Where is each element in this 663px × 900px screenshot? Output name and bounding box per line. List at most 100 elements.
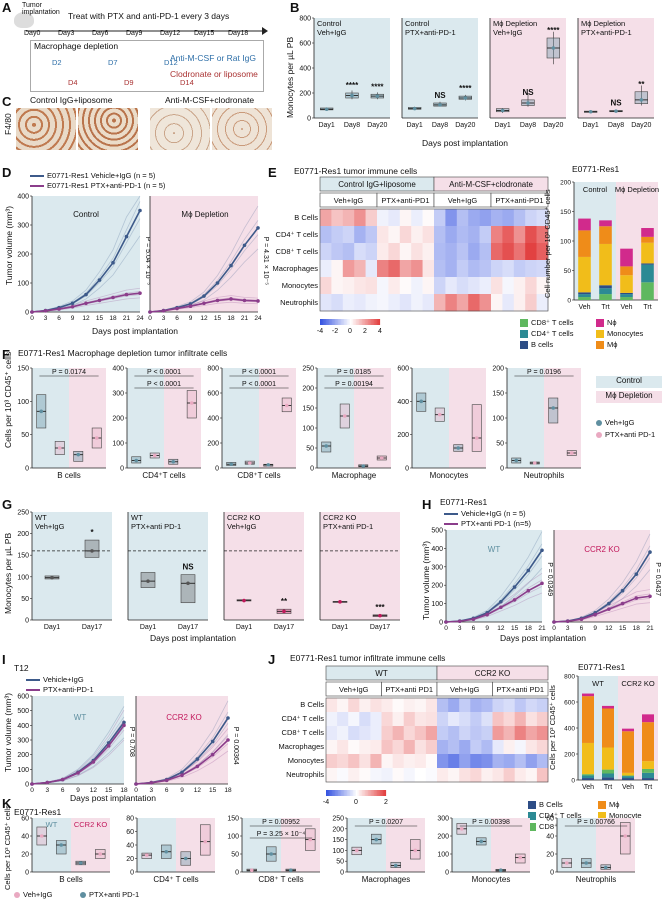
y-tick-label: 50 bbox=[496, 441, 504, 448]
heatmap-cell bbox=[525, 726, 538, 741]
heatmap-cell bbox=[370, 726, 382, 741]
y-tick-label: 300 bbox=[17, 223, 29, 230]
scale-bar-segment bbox=[342, 790, 345, 796]
scale-bar-segment bbox=[374, 790, 376, 796]
heatmap-cell bbox=[403, 740, 416, 755]
subpanel-title: WT bbox=[35, 513, 47, 522]
subgroup-header-label: Veh+IgG bbox=[339, 685, 369, 694]
p-value-label: P = 0.0174 bbox=[52, 369, 86, 376]
scale-bar-segment bbox=[368, 790, 370, 796]
region-background bbox=[354, 368, 391, 468]
heatmap-cell bbox=[502, 294, 515, 312]
data-point bbox=[639, 98, 644, 102]
heatmap-cell bbox=[503, 698, 515, 713]
scale-bar-segment bbox=[321, 319, 324, 325]
timeline-day-label: Day9 bbox=[126, 30, 143, 37]
x-category-label: CD4⁺T cells bbox=[142, 471, 185, 480]
heatmap-cell bbox=[513, 260, 526, 278]
subgroup-header-label: Veh+IgG bbox=[448, 196, 478, 205]
heatmap-row-label: CD4⁺ T cells bbox=[275, 229, 318, 239]
x-category-label: Neutrophils bbox=[524, 471, 564, 480]
timeline-arrow bbox=[26, 27, 268, 35]
stacked-bar-segment bbox=[602, 769, 614, 774]
subpanel-title: WT bbox=[131, 513, 143, 522]
heatmap-border bbox=[319, 208, 549, 312]
y-tick-label: 150 bbox=[17, 553, 29, 560]
group-label: Mϕ Depletion bbox=[615, 185, 659, 194]
y-tick-label: 200 bbox=[17, 531, 29, 538]
timeline-day-label: Day15 bbox=[194, 30, 215, 37]
region-background bbox=[412, 368, 449, 468]
heatmap-cell bbox=[326, 740, 338, 755]
anti-mcsf-day-mark: D12 bbox=[164, 58, 178, 67]
y-tick-label: 0 bbox=[500, 466, 504, 473]
data-point bbox=[247, 461, 252, 465]
x-tick-label: Day8 bbox=[520, 122, 536, 129]
heatmap-cell bbox=[536, 209, 549, 227]
region-background bbox=[544, 368, 581, 468]
x-tick-label: Day20 bbox=[631, 122, 651, 129]
y-tick-label: 0 bbox=[25, 310, 29, 317]
legend-label: CD8⁺ T cells bbox=[531, 318, 574, 327]
heatmap-cell bbox=[388, 277, 401, 295]
subpanel-title: Veh+IgG bbox=[35, 522, 65, 531]
heatmap-cell bbox=[514, 768, 527, 783]
box-iqr bbox=[180, 574, 196, 604]
heatmap-cell bbox=[503, 754, 515, 769]
x-tick-label: 15 bbox=[511, 625, 519, 632]
data-point bbox=[540, 548, 544, 553]
stacked-bar-segment bbox=[578, 297, 591, 300]
group-header-label: Control IgG+liposome bbox=[338, 180, 416, 189]
panel-f-legend-depletion: Mϕ Depletion bbox=[596, 391, 662, 403]
heatmap-cell bbox=[525, 768, 538, 783]
x-tick-label: Day20 bbox=[543, 122, 563, 129]
y-tick-label: 800 bbox=[207, 366, 219, 373]
heatmap-cell bbox=[470, 740, 482, 755]
data-point bbox=[70, 301, 75, 306]
heatmap-cell bbox=[434, 260, 446, 278]
data-point bbox=[361, 464, 366, 468]
region-background bbox=[596, 818, 635, 872]
heatmap-cell bbox=[491, 209, 503, 227]
data-point bbox=[603, 865, 608, 870]
x-tick-label: 18 bbox=[227, 315, 235, 322]
box-iqr bbox=[634, 91, 648, 104]
scale-bar-segment bbox=[360, 319, 363, 325]
data-point bbox=[144, 853, 149, 857]
x-tick-label: 12 bbox=[194, 787, 202, 794]
subpanel-title: PTX+anti-PD-1 bbox=[405, 28, 456, 37]
significance-mark: * bbox=[90, 528, 94, 537]
heatmap-cell bbox=[403, 712, 416, 727]
data-point bbox=[500, 108, 505, 113]
heatmap-cell bbox=[403, 726, 416, 741]
data-point bbox=[215, 298, 220, 303]
heatmap-cell bbox=[481, 726, 493, 741]
data-point bbox=[354, 848, 359, 853]
p-value-label: P = 0.00398 bbox=[472, 819, 510, 826]
p-value-label: P = 0.708 bbox=[128, 727, 135, 757]
panel-a-label: A bbox=[2, 0, 12, 15]
legend-entry: Mϕ bbox=[598, 800, 619, 809]
subpanel-title: PTX+anti-PD-1 bbox=[581, 28, 632, 37]
stacked-bar-segment bbox=[641, 282, 654, 300]
heatmap-cell bbox=[326, 726, 338, 741]
scale-bar-segment bbox=[365, 790, 367, 796]
y-tick-label: 400 bbox=[17, 194, 29, 201]
group-header bbox=[433, 176, 549, 192]
x-tick-label: 24 bbox=[136, 315, 144, 322]
x-tick-label: 3 bbox=[566, 625, 570, 632]
y-tick-label: 200 bbox=[492, 366, 504, 373]
histology-image-4 bbox=[212, 108, 272, 150]
heatmap-cell bbox=[370, 712, 382, 727]
data-point bbox=[124, 234, 129, 239]
stacked-bar-segment bbox=[622, 775, 634, 777]
y-tick-label: 200 bbox=[299, 91, 311, 98]
heatmap-cell bbox=[411, 209, 423, 227]
heatmap-cell bbox=[492, 726, 504, 741]
scale-bar-segment bbox=[329, 790, 331, 796]
y-tick-label: 40 bbox=[126, 843, 134, 850]
histology-image-3 bbox=[150, 108, 210, 150]
heatmap-cell bbox=[414, 698, 427, 713]
stacked-bar-segment bbox=[582, 693, 594, 697]
